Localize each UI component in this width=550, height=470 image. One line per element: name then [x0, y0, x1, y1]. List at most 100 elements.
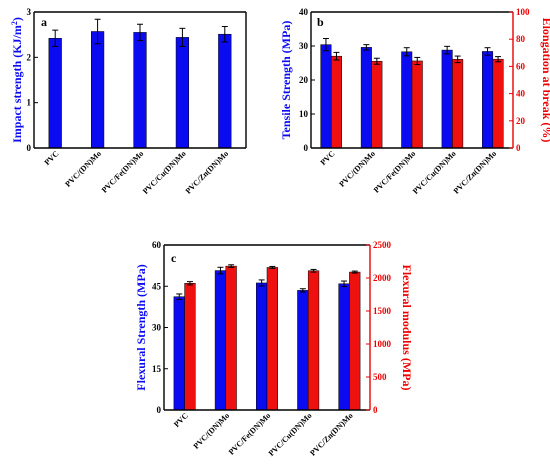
panel-b-error-bar-s1-3 — [454, 55, 461, 64]
panel-c-y2label: Flexural modulus (MPa) — [400, 265, 414, 391]
panel-b-ytick-label-4: 40 — [299, 7, 309, 17]
panel-c-bar-s0-1 — [214, 270, 227, 411]
panel-b-ytick-label-1: 10 — [299, 109, 309, 119]
panel-c-category-label-3: PVC/Cu(DN)Mo — [267, 411, 314, 458]
panel-a-ytick-label-3: 3 — [27, 7, 32, 17]
panel-b-category-label-1: PVC/(DN)Mo — [337, 149, 377, 189]
panel-b-y2label: Elongation at break (%) — [540, 18, 550, 143]
panel-a-bar-s0-3 — [175, 37, 190, 149]
panel-a-category-label-0: PVC — [43, 149, 61, 167]
panel-c-bar-s0-4 — [338, 283, 350, 411]
panel-a-ylabel: Impact strength (KJ/m2) — [10, 17, 24, 143]
panel-c-y2tick-label-0: 0 — [373, 405, 378, 415]
panel-c-y2tick-label-4: 2000 — [373, 273, 392, 283]
panel-c-error-bar-s1-4 — [351, 270, 358, 274]
panel-b-bar-s0-4 — [482, 51, 494, 149]
panel-a-ytick-label-1: 1 — [27, 98, 32, 108]
panel-b-error-bar-s1-0 — [333, 51, 340, 61]
panel-a-bar-s0-4 — [218, 33, 232, 149]
panel-c-error-bar-s1-3 — [310, 268, 317, 273]
panel-c-error-bar-s0-1 — [217, 266, 224, 275]
panel-a-ylabel-main: Impact strength (KJ/m — [10, 25, 24, 143]
panel-c-ylabel: Flexural Strength (MPa) — [134, 264, 148, 390]
panel-a-ylabel-superscript: 2 — [10, 21, 19, 25]
panel-b-error-bar-s1-4 — [495, 56, 502, 63]
panel-b-y2tick-label-3: 60 — [516, 61, 526, 71]
panel-a-category-label-1: PVC/(DN)Mo — [63, 149, 103, 189]
panel-b-category-label-2: PVC/Fe(DN)Mo — [372, 149, 418, 195]
panel-a-ytick-label-0: 0 — [27, 143, 32, 153]
panel-c-bar-s1-4 — [349, 271, 361, 411]
panel-a-bar-s0-0 — [48, 38, 62, 149]
panel-c-bar-s0-3 — [297, 290, 309, 411]
panel-b-ytick-label-3: 30 — [299, 41, 309, 51]
panel-b-bar-s1-4 — [492, 58, 504, 149]
panel-c-ytick-label-4: 60 — [152, 240, 162, 250]
panel-a-bar-s0-2 — [133, 32, 147, 149]
panel-b-y2tick-label-4: 80 — [516, 34, 526, 44]
panel-b-error-bar-s0-0 — [322, 38, 329, 52]
panel-b-y2tick-label-1: 20 — [516, 116, 526, 126]
panel-b-y2tick-label-5: 100 — [516, 7, 530, 17]
panel-c-error-bar-s0-2 — [258, 279, 265, 287]
panel-b-bar-s0-3 — [441, 49, 453, 149]
panel-b-bar-s1-1 — [371, 60, 383, 149]
panel-b-y2tick-label-2: 40 — [516, 89, 526, 99]
panel-a-ytick-label-2: 2 — [27, 52, 32, 62]
panel-c-error-bar-s1-1 — [228, 264, 235, 268]
panel-b-bar-s1-2 — [411, 60, 423, 149]
panel-c-bar-s0-0 — [173, 296, 185, 411]
panel-b-bar-s1-0 — [330, 55, 342, 149]
panel-b-category-label-0: PVC — [319, 149, 337, 167]
panel-c-bar-s0-2 — [256, 282, 268, 411]
panel-c-error-bar-s0-0 — [176, 293, 183, 300]
panel-c-letter: c — [171, 251, 177, 265]
panel-b-bar-s0-1 — [360, 47, 372, 149]
panel-b-y2tick-label-0: 0 — [516, 143, 521, 153]
panel-b-bar-s0-0 — [320, 44, 332, 149]
panel-b-bar-s1-3 — [452, 59, 464, 149]
panel-b-category-label-4: PVC/Zn(DN)Mo — [452, 149, 499, 196]
panel-b-error-bar-s0-3 — [444, 45, 451, 55]
panel-b-error-bar-s0-1 — [363, 44, 370, 51]
panel-c-error-bar-s1-2 — [269, 265, 276, 269]
panel-c-bar-s1-2 — [266, 267, 278, 411]
panel-c-category-label-1: PVC/(DN)Mo — [192, 411, 232, 451]
panel-c-category-label-2: PVC/Fe(DN)Mo — [227, 411, 273, 457]
panel-a-error-bar-s0-1 — [94, 18, 101, 45]
panel-c-y2tick-label-2: 1000 — [373, 339, 392, 349]
panel-c-bar-s1-0 — [184, 283, 196, 411]
panel-c-ytick-label-2: 30 — [152, 323, 162, 333]
panel-a-category-label-4: PVC/Zn(DN)Mo — [184, 149, 231, 196]
panel-c-category-label-4: PVC/Zn(DN)Mo — [308, 411, 355, 458]
panel-a-error-bar-s0-0 — [52, 29, 59, 47]
panel-b-bar-s0-2 — [401, 51, 413, 149]
panel-b-error-bar-s1-1 — [373, 57, 380, 65]
panel-b-error-bar-s1-2 — [414, 56, 421, 65]
panel-c-bar-s1-1 — [225, 265, 237, 411]
panel-a-error-bar-s0-4 — [221, 26, 228, 43]
panel-a-bar-s0-1 — [90, 31, 105, 149]
panel-a-category-label-2: PVC/Fe(DN)Mo — [100, 149, 146, 195]
panel-c-y2tick-label-5: 2500 — [373, 240, 392, 250]
panel-b-error-bar-s0-2 — [403, 47, 410, 57]
panel-c-error-bar-s0-3 — [299, 288, 306, 293]
panel-c-y2tick-label-3: 1500 — [373, 306, 392, 316]
panel-a-ylabel-close: ) — [10, 17, 24, 21]
panel-a-error-bar-s0-3 — [179, 27, 186, 47]
panel-c-error-bar-s1-0 — [186, 281, 193, 286]
panel-c-ytick-label-1: 15 — [152, 364, 162, 374]
panel-c-bar-s1-3 — [307, 270, 320, 411]
panel-b-error-bar-s0-4 — [484, 47, 491, 56]
panel-b-ytick-label-2: 20 — [299, 75, 309, 85]
panel-a-letter: a — [41, 15, 47, 29]
panel-c-ytick-label-0: 0 — [157, 405, 162, 415]
panel-a-category-label-3: PVC/Cu(DN)Mo — [141, 149, 188, 196]
panel-b-letter: b — [317, 15, 324, 29]
panel-c-y2tick-label-1: 500 — [373, 372, 387, 382]
panel-c-error-bar-s0-4 — [341, 280, 348, 288]
panel-b-ylabel: Tensile Strength (MPa) — [279, 21, 293, 140]
panel-a-error-bar-s0-2 — [137, 23, 143, 42]
panel-b-ytick-label-0: 0 — [304, 143, 309, 153]
